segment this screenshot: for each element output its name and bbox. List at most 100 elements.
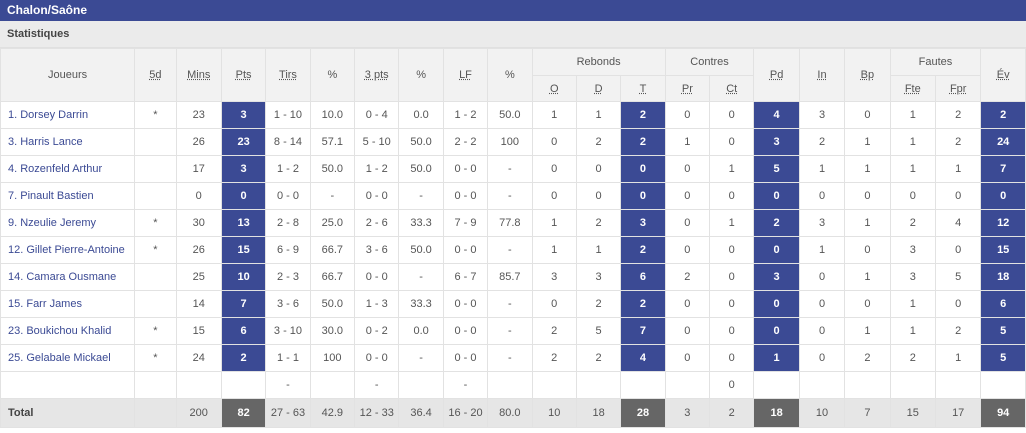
total-5d (134, 398, 177, 428)
player-name[interactable]: 9. Nzeulie Jeremy (0, 209, 136, 237)
player-bp: 0 (844, 236, 891, 264)
player-pts: 6 (220, 317, 267, 345)
total-reb-t: 28 (620, 398, 666, 428)
player-pd: 5 (753, 155, 800, 183)
player-name[interactable]: 23. Boukichou Khalid (0, 317, 136, 345)
team-row-3pts: - (354, 371, 400, 399)
col-mins[interactable]: Mins (175, 48, 222, 102)
total-reb-o: 10 (531, 398, 577, 428)
team-row-cell (575, 371, 622, 399)
player-lf: 0 - 0 (442, 182, 489, 210)
col-tirs-label: Tirs (279, 69, 297, 81)
player-pts: 3 (220, 101, 267, 129)
col-lf-label: LF (459, 69, 472, 81)
player-reb-o: 1 (531, 101, 577, 129)
player-lf: 1 - 2 (442, 101, 489, 129)
player-pts: 13 (220, 209, 267, 237)
col-in[interactable]: In (798, 48, 846, 102)
player-3pts: 0 - 2 (354, 317, 400, 345)
player-row: 9. Nzeulie Jeremy * 30 13 2 - 8 25.0 2 - 6 33.3… (0, 209, 1026, 237)
player-name[interactable]: 1. Dorsey Darrin (0, 101, 136, 129)
col-reb-o[interactable]: O (531, 75, 577, 102)
player-pct-3pts: - (398, 263, 444, 291)
team-row-lf: - (442, 371, 489, 399)
player-in: 3 (798, 101, 846, 129)
col-bp[interactable]: Bp (844, 48, 891, 102)
total-pct-lf: 80.0 (487, 398, 533, 428)
player-name[interactable]: 4. Rozenfeld Arthur (0, 155, 136, 183)
col-ct[interactable]: Ct (709, 75, 755, 102)
player-pct-3pts: 50.0 (398, 155, 444, 183)
player-reb-o: 0 (531, 128, 577, 156)
team-row-cell (664, 371, 711, 399)
col-reb-t[interactable]: T (620, 75, 666, 102)
player-pct-tirs: 66.7 (309, 263, 356, 291)
player-name[interactable]: 12. Gillet Pierre-Antoine (0, 236, 136, 264)
player-name[interactable]: 15. Farr James (0, 290, 136, 318)
player-fpr: 0 (934, 236, 982, 264)
player-pct-tirs: 66.7 (309, 236, 356, 264)
col-pd[interactable]: Pd (753, 48, 800, 102)
player-bp: 1 (844, 209, 891, 237)
col-lf[interactable]: LF (442, 48, 489, 102)
player-pts: 3 (220, 155, 267, 183)
player-5d: * (134, 317, 177, 345)
player-reb-d: 2 (575, 290, 622, 318)
col-pct-tirs: % (309, 48, 356, 102)
player-pr: 0 (664, 236, 711, 264)
total-bp: 7 (844, 398, 891, 428)
col-3pts[interactable]: 3 pts (354, 48, 400, 102)
player-tirs: 3 - 10 (265, 317, 311, 345)
player-mins: 25 (175, 263, 222, 291)
player-name[interactable]: 7. Pinault Bastien (0, 182, 136, 210)
team-row-cell (220, 371, 267, 399)
total-pd: 18 (753, 398, 800, 428)
player-reb-t: 6 (620, 263, 666, 291)
player-pct-tirs: 30.0 (309, 317, 356, 345)
player-name[interactable]: 14. Camara Ousmane (0, 263, 136, 291)
col-ev[interactable]: Év (980, 48, 1026, 102)
col-fte-label: Fte (904, 82, 921, 95)
total-pr: 3 (664, 398, 711, 428)
col-5d[interactable]: 5d (134, 48, 177, 102)
player-5d (134, 128, 177, 156)
player-ct: 0 (709, 182, 755, 210)
player-reb-t: 2 (620, 128, 666, 156)
player-reb-t: 7 (620, 317, 666, 345)
player-pr: 0 (664, 182, 711, 210)
col-fte[interactable]: Fte (889, 75, 936, 102)
col-fpr[interactable]: Fpr (934, 75, 982, 102)
player-in: 0 (798, 290, 846, 318)
col-reb-d[interactable]: D (575, 75, 622, 102)
player-3pts: 0 - 0 (354, 263, 400, 291)
player-pct-tirs: 57.1 (309, 128, 356, 156)
player-fpr: 4 (934, 209, 982, 237)
player-reb-o: 0 (531, 182, 577, 210)
player-ct: 0 (709, 128, 755, 156)
player-name[interactable]: 3. Harris Lance (0, 128, 136, 156)
col-tirs[interactable]: Tirs (265, 48, 311, 102)
player-3pts: 1 - 3 (354, 290, 400, 318)
player-pct-tirs: 25.0 (309, 209, 356, 237)
player-in: 0 (798, 344, 846, 372)
team-row-cell (844, 371, 891, 399)
player-reb-t: 3 (620, 209, 666, 237)
col-pd-label: Pd (769, 69, 784, 81)
total-row: Total 200 82 27 - 63 42.9 12 - 33 36.4 1… (0, 398, 1026, 428)
col-pts[interactable]: Pts (220, 48, 267, 102)
col-pct-lf: % (487, 48, 533, 102)
player-pts: 23 (220, 128, 267, 156)
player-pd: 0 (753, 236, 800, 264)
team-row-name (0, 371, 136, 399)
player-row: 12. Gillet Pierre-Antoine * 26 15 6 - 9 66.7 3… (0, 236, 1026, 264)
player-name[interactable]: 25. Gelabale Mickael (0, 344, 136, 372)
col-pr[interactable]: Pr (664, 75, 711, 102)
player-ct: 0 (709, 263, 755, 291)
team-row-cell (753, 371, 800, 399)
player-reb-d: 2 (575, 128, 622, 156)
player-mins: 30 (175, 209, 222, 237)
player-reb-d: 2 (575, 209, 622, 237)
player-pts: 2 (220, 344, 267, 372)
total-fte: 15 (889, 398, 936, 428)
player-pct-3pts: 50.0 (398, 236, 444, 264)
